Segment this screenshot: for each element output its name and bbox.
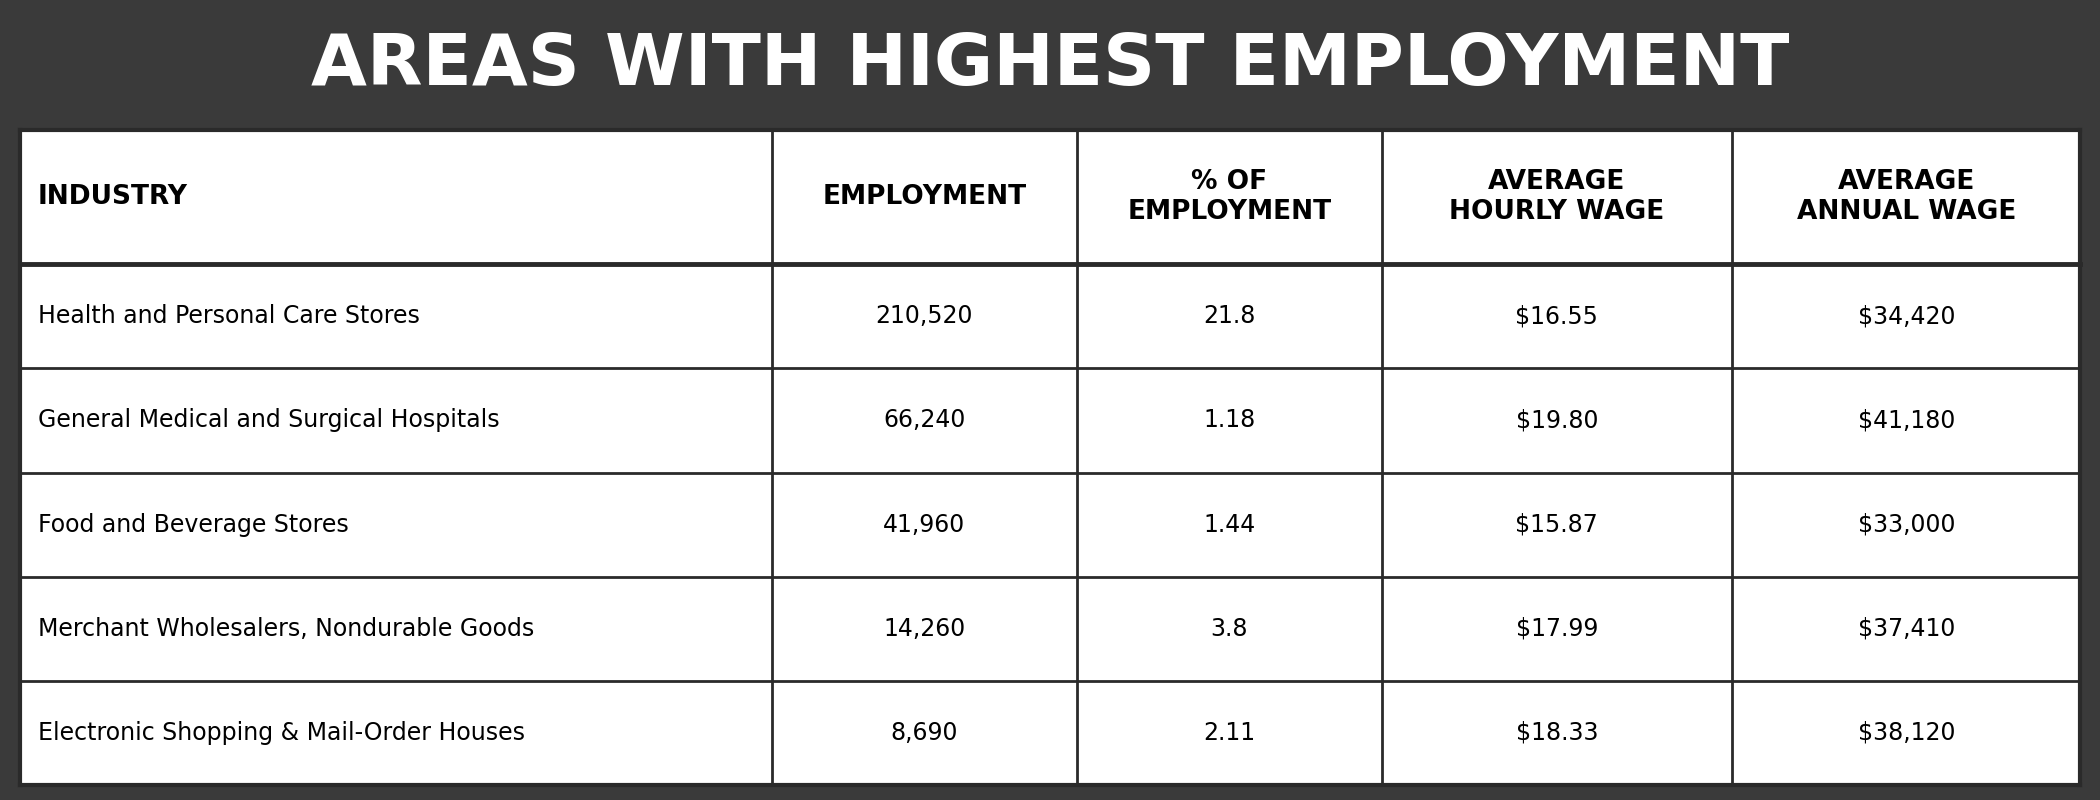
Text: AVERAGE
ANNUAL WAGE: AVERAGE ANNUAL WAGE [1798,169,2016,225]
Text: Electronic Shopping & Mail-Order Houses: Electronic Shopping & Mail-Order Houses [38,721,525,745]
Text: Health and Personal Care Stores: Health and Personal Care Stores [38,304,420,328]
Text: 210,520: 210,520 [876,304,972,328]
Text: $41,180: $41,180 [1858,409,1955,433]
Text: % OF
EMPLOYMENT: % OF EMPLOYMENT [1128,169,1331,225]
Text: $33,000: $33,000 [1858,513,1955,537]
Text: 41,960: 41,960 [884,513,966,537]
Text: 14,260: 14,260 [884,617,966,641]
Text: 1.18: 1.18 [1203,409,1256,433]
Text: AREAS WITH HIGHEST EMPLOYMENT: AREAS WITH HIGHEST EMPLOYMENT [311,30,1789,99]
Text: $34,420: $34,420 [1858,304,1955,328]
Text: INDUSTRY: INDUSTRY [38,184,189,210]
Text: AVERAGE
HOURLY WAGE: AVERAGE HOURLY WAGE [1449,169,1665,225]
Text: $38,120: $38,120 [1858,721,1955,745]
Text: 1.44: 1.44 [1203,513,1256,537]
Bar [21,130,2079,785]
Text: Food and Beverage Stores: Food and Beverage Stores [38,513,349,537]
Text: 66,240: 66,240 [884,409,966,433]
Text: 3.8: 3.8 [1210,617,1247,641]
Text: EMPLOYMENT: EMPLOYMENT [823,184,1027,210]
Text: 8,690: 8,690 [890,721,958,745]
Text: $16.55: $16.55 [1516,304,1598,328]
Text: 21.8: 21.8 [1203,304,1256,328]
Text: $19.80: $19.80 [1516,409,1598,433]
Text: $18.33: $18.33 [1516,721,1598,745]
Text: $15.87: $15.87 [1516,513,1598,537]
Text: $17.99: $17.99 [1516,617,1598,641]
Text: General Medical and Surgical Hospitals: General Medical and Surgical Hospitals [38,409,500,433]
Text: $37,410: $37,410 [1858,617,1955,641]
Text: Merchant Wholesalers, Nondurable Goods: Merchant Wholesalers, Nondurable Goods [38,617,533,641]
Text: 2.11: 2.11 [1203,721,1256,745]
